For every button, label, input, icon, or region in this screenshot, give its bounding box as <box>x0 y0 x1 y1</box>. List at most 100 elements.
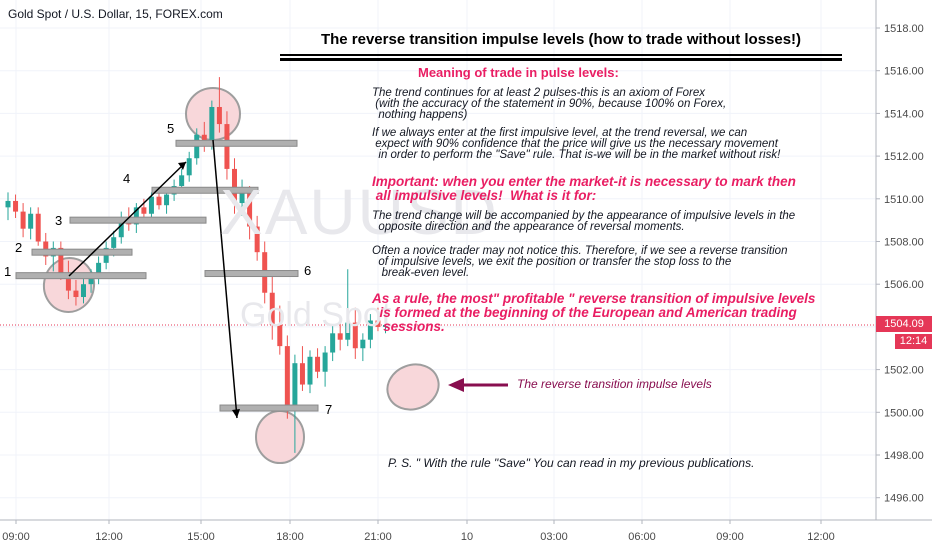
note-first-level: If we always enter at the first impulsiv… <box>372 127 781 161</box>
candle-body <box>73 290 79 298</box>
candle-body <box>13 200 19 212</box>
level-number-1: 1 <box>4 264 12 279</box>
impulse-level-bar <box>151 186 259 194</box>
candle-body <box>345 322 351 340</box>
trend-arrow-down-head <box>232 409 240 418</box>
candle-body <box>292 363 298 409</box>
candle-body <box>118 218 124 238</box>
x-tick-label: 03:00 <box>540 531 568 543</box>
level-number-4: 4 <box>123 171 131 186</box>
candle-body <box>322 352 328 372</box>
ps-note: P. S. " With the rule "Save" You can rea… <box>388 456 755 470</box>
y-tick-label: 1502.00 <box>884 365 924 377</box>
title-underline <box>280 54 842 56</box>
level-number-6: 6 <box>304 263 312 278</box>
y-tick-label: 1506.00 <box>884 279 924 291</box>
y-tick-label: 1496.00 <box>884 493 924 505</box>
candle-body <box>247 192 253 227</box>
candle-body <box>28 213 34 229</box>
highlight-ellipse <box>386 363 440 411</box>
candle-body <box>5 200 11 208</box>
impulse-level-bar <box>31 248 133 256</box>
candle-body <box>58 247 64 274</box>
candle-body <box>141 207 147 214</box>
impulse-level-bar <box>219 404 319 412</box>
impulse-level-bar <box>204 270 299 278</box>
candle-body <box>383 324 388 327</box>
y-tick-label: 1500.00 <box>884 407 924 419</box>
symbol-title[interactable]: Gold Spot / U.S. Dollar, 15, FOREX.com <box>8 7 223 21</box>
candle-body <box>284 346 290 409</box>
note-important: Important: when you enter the market-it … <box>372 174 796 203</box>
candle-body <box>269 292 275 325</box>
bar-countdown-tag: 12:14 <box>895 334 932 349</box>
x-tick-label: 12:00 <box>95 531 123 543</box>
watermark-ticker: XAUUSD <box>220 176 499 248</box>
impulse-level-bar <box>69 216 207 224</box>
candle-body <box>156 196 162 206</box>
candle-body <box>360 339 366 349</box>
candle-body <box>209 106 215 146</box>
meaning-heading: Meaning of trade in pulse levels: <box>418 65 619 80</box>
candle-body <box>239 192 245 204</box>
candle-body <box>81 284 86 298</box>
level-number-3: 3 <box>55 213 63 228</box>
x-tick-label: 09:00 <box>2 531 30 543</box>
x-tick-label: 10 <box>461 531 473 543</box>
candle-body <box>367 320 373 340</box>
y-tick-label: 1514.00 <box>884 108 924 120</box>
note-axiom: The trend continues for at least 2 pulse… <box>372 87 727 121</box>
idea-title: The reverse transition impulse levels (h… <box>320 31 802 48</box>
trend-line-up <box>68 161 187 277</box>
candle-body <box>337 333 343 340</box>
note-trend-change: The trend change will be accompanied by … <box>372 210 796 233</box>
label-arrow-head <box>448 378 464 392</box>
candle-body <box>232 168 237 204</box>
candle-body <box>330 333 336 353</box>
candle-body <box>352 322 358 349</box>
candle-body <box>315 356 321 372</box>
impulse-level-bar <box>175 139 298 147</box>
candle-body <box>111 237 117 248</box>
candle-body <box>375 320 381 327</box>
candle-body <box>88 277 94 285</box>
candle-body <box>20 211 26 229</box>
candle-body <box>65 273 71 291</box>
level-number-5: 5 <box>167 121 175 136</box>
impulse-level-bar <box>15 272 147 280</box>
x-tick-label: 15:00 <box>187 531 215 543</box>
x-tick-label: 09:00 <box>716 531 744 543</box>
candle-body <box>186 158 192 176</box>
y-tick-label: 1510.00 <box>884 194 924 206</box>
candle-body <box>35 213 41 242</box>
x-tick-label: 12:00 <box>807 531 835 543</box>
x-tick-label: 06:00 <box>628 531 656 543</box>
candle-body <box>179 175 185 186</box>
y-tick-label: 1516.00 <box>884 66 924 78</box>
y-tick-label: 1512.00 <box>884 151 924 163</box>
highlight-ellipse <box>255 410 305 464</box>
candle-body <box>148 196 154 214</box>
x-tick-label: 18:00 <box>276 531 304 543</box>
candle-body <box>96 262 102 278</box>
title-underline-thick <box>280 58 842 61</box>
last-price-tag: 1504.09 <box>876 316 932 332</box>
level-number-7: 7 <box>325 402 333 417</box>
candle-body <box>299 363 305 385</box>
candle-body <box>254 226 260 253</box>
candle-body <box>277 324 283 347</box>
candle-body <box>307 356 313 385</box>
x-tick-label: 21:00 <box>364 531 392 543</box>
y-tick-label: 1518.00 <box>884 23 924 35</box>
arrow-label: The reverse transition impulse levels <box>517 377 712 391</box>
note-novice: Often a novice trader may not notice thi… <box>372 245 788 279</box>
candle-body <box>164 194 170 206</box>
candle-body <box>216 106 222 125</box>
trend-line-down <box>212 139 238 419</box>
level-number-2: 2 <box>15 240 23 255</box>
y-tick-label: 1498.00 <box>884 450 924 462</box>
trend-arrow-up-head <box>178 162 186 170</box>
note-rule: As a rule, the most" profitable " revers… <box>372 291 816 334</box>
